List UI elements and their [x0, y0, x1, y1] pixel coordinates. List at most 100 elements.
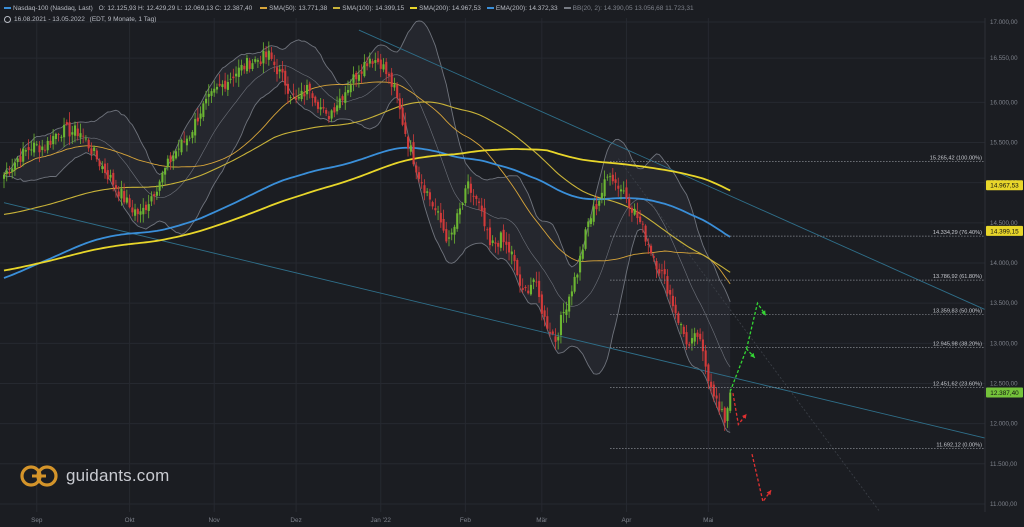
brand-logo[interactable]: guidants.com	[20, 464, 170, 488]
candle	[22, 141, 25, 167]
candle	[35, 141, 38, 147]
candle-body	[510, 251, 513, 255]
candle	[581, 244, 584, 262]
candle	[199, 106, 202, 127]
candle-body	[63, 124, 66, 138]
arrow-head	[761, 310, 766, 316]
candle-body	[606, 176, 609, 178]
candle	[475, 194, 478, 206]
candle	[131, 199, 134, 217]
candle	[417, 166, 421, 183]
candle-body	[166, 158, 169, 168]
y-tick-label: 13.500,00	[990, 300, 1018, 307]
trend-channel-upper	[358, 29, 986, 310]
candle-body	[543, 310, 546, 317]
candle	[379, 53, 382, 78]
candle	[513, 249, 516, 271]
candle	[502, 224, 505, 251]
candle-body	[401, 107, 404, 125]
candle-body	[584, 229, 587, 249]
candle	[166, 155, 169, 171]
candle-body	[617, 185, 620, 189]
candle	[467, 174, 470, 195]
candle-body	[467, 181, 470, 189]
candle	[73, 121, 77, 143]
candle	[284, 66, 287, 95]
candle-body	[164, 168, 167, 175]
candle-body	[453, 226, 456, 235]
candle	[19, 148, 22, 168]
candle	[685, 325, 688, 350]
candle-body	[245, 57, 249, 72]
candle	[90, 142, 93, 161]
candle-body	[363, 62, 366, 77]
candle-body	[524, 286, 527, 289]
candle	[8, 165, 11, 176]
candle	[336, 96, 339, 115]
candle	[226, 74, 229, 97]
bollinger-fill	[4, 20, 731, 433]
grid	[0, 18, 985, 512]
candle	[426, 188, 429, 197]
candle-body	[134, 209, 137, 216]
candle	[248, 57, 251, 73]
price-tag: 12.387,40	[986, 387, 1023, 398]
trend-channel-lower	[3, 202, 986, 439]
candle-body	[374, 60, 377, 63]
candle-body	[576, 274, 579, 278]
candle	[715, 387, 718, 408]
candle	[235, 66, 238, 83]
candle-body	[224, 80, 227, 89]
candle-body	[447, 237, 451, 239]
candle-body	[382, 64, 385, 70]
candle-body	[409, 145, 412, 152]
candle-body	[636, 211, 639, 219]
price-tag-bg	[986, 387, 1023, 398]
candle-body	[494, 242, 497, 244]
candle	[480, 197, 483, 217]
candle	[155, 185, 158, 201]
moving-averages	[3, 81, 731, 285]
candle-body	[311, 93, 314, 98]
price-tag-label: 14.399,15	[990, 228, 1019, 235]
candle-body	[237, 67, 240, 77]
candle	[707, 363, 710, 390]
candle-body	[43, 149, 47, 151]
candle-body	[652, 256, 655, 258]
candle	[415, 161, 418, 180]
candle	[41, 139, 44, 157]
candle-body	[153, 194, 156, 197]
candle	[109, 169, 112, 182]
candle-body	[502, 229, 505, 243]
candle	[172, 150, 175, 170]
candle-body	[90, 148, 93, 155]
candle	[112, 169, 115, 192]
candle	[669, 284, 672, 305]
candle-body	[696, 332, 699, 337]
arrow-head	[741, 414, 747, 419]
candle-body	[60, 136, 63, 138]
indicator-swatch	[260, 7, 268, 10]
candle-body	[707, 364, 710, 382]
candle	[259, 55, 262, 67]
candle	[630, 205, 633, 222]
candle	[461, 202, 464, 210]
bearish-arrow-1	[732, 393, 748, 426]
candle-body	[505, 241, 508, 245]
candle	[387, 71, 391, 84]
candle-body	[461, 203, 464, 205]
candle	[497, 240, 500, 255]
candle-body	[73, 125, 77, 136]
candle	[382, 58, 385, 73]
candle	[510, 245, 513, 265]
candle	[98, 158, 101, 171]
candle	[147, 194, 150, 219]
candle	[508, 233, 511, 261]
candle	[385, 58, 388, 82]
candle	[486, 227, 489, 240]
candle-body	[117, 191, 120, 197]
candle	[439, 202, 442, 228]
fib-label: 12.945,98 (38.20%)	[933, 342, 982, 348]
candle-body	[84, 138, 87, 140]
